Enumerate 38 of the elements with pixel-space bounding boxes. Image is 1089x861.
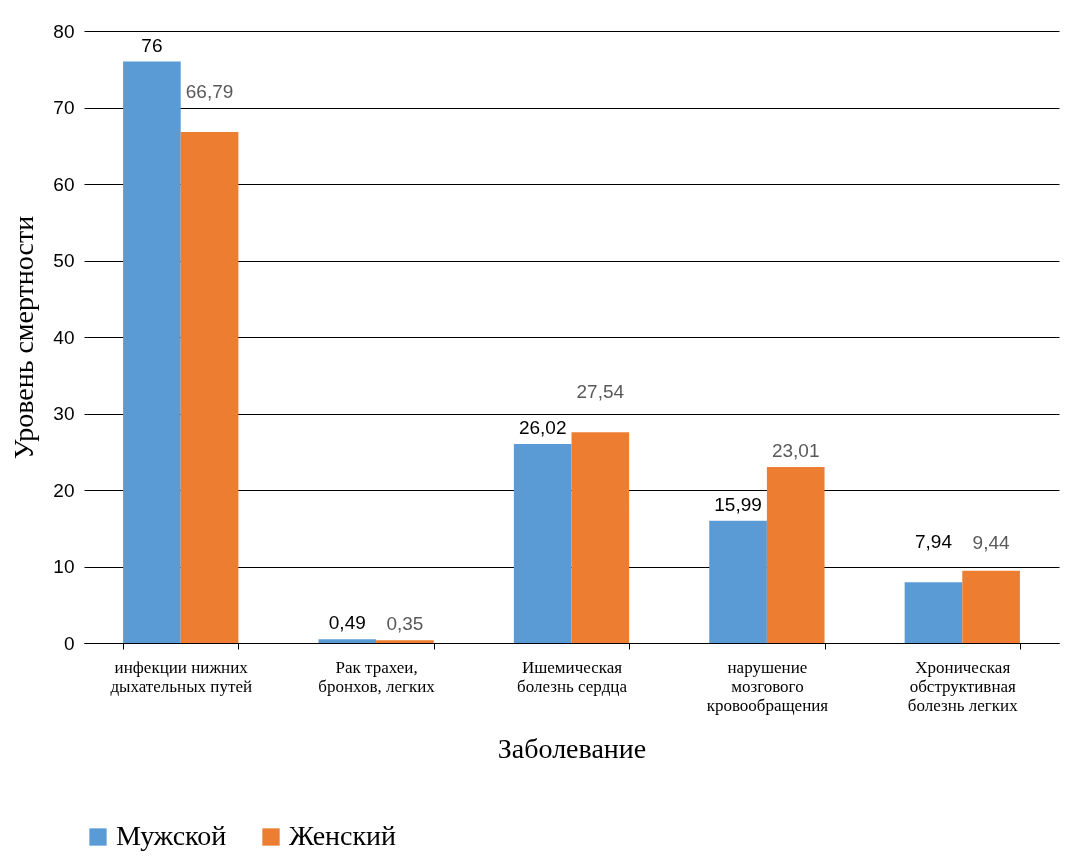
bar xyxy=(513,443,572,643)
bar xyxy=(180,132,239,643)
y-tick-label: 20 xyxy=(53,479,75,501)
x-tick-label: Рак трахеи, бронхов, легких xyxy=(318,657,436,696)
y-tick-label: 70 xyxy=(53,97,75,118)
bar xyxy=(571,432,630,643)
y-tick-label: 0 xyxy=(63,632,75,654)
bar xyxy=(709,520,767,643)
x-axis-title: Заболевание xyxy=(497,732,647,764)
x-tick-label: нарушение мозгового кровообращения xyxy=(706,657,829,715)
y-tick-label: 40 xyxy=(53,326,75,348)
data-label: 66,79 xyxy=(185,81,234,103)
x-tick-label: Хроническая обструктивная болезнь легких xyxy=(907,657,1019,715)
y-tick-label: 50 xyxy=(53,250,75,271)
data-label: 26,02 xyxy=(518,416,567,438)
bar xyxy=(318,639,377,643)
y-tick-label: 30 xyxy=(53,403,75,424)
data-label: 76 xyxy=(141,34,163,56)
data-label: 15,99 xyxy=(714,493,762,515)
bar xyxy=(766,466,825,643)
y-tick-label: 80 xyxy=(53,20,75,42)
data-label: 27,54 xyxy=(576,381,625,403)
data-label: 0,35 xyxy=(386,613,424,635)
data-label: 9,44 xyxy=(972,531,1011,553)
x-tick-label: Ишемическая болезнь сердца xyxy=(517,657,628,696)
y-tick-label: 10 xyxy=(53,556,75,577)
legend-label: Женский xyxy=(289,820,397,851)
bar xyxy=(904,582,963,643)
data-label: 7,94 xyxy=(914,531,953,553)
data-label: 23,01 xyxy=(771,439,820,461)
y-tick-label: 60 xyxy=(53,173,75,195)
legend-label: Мужской xyxy=(116,820,227,851)
bar xyxy=(123,61,181,643)
y-axis-title: Уровень смертности xyxy=(8,215,40,460)
data-label: 0,49 xyxy=(328,612,366,634)
bar xyxy=(376,640,434,643)
x-tick-label: инфекции нижних дыхательных путей xyxy=(110,657,253,696)
bar xyxy=(962,570,1020,643)
